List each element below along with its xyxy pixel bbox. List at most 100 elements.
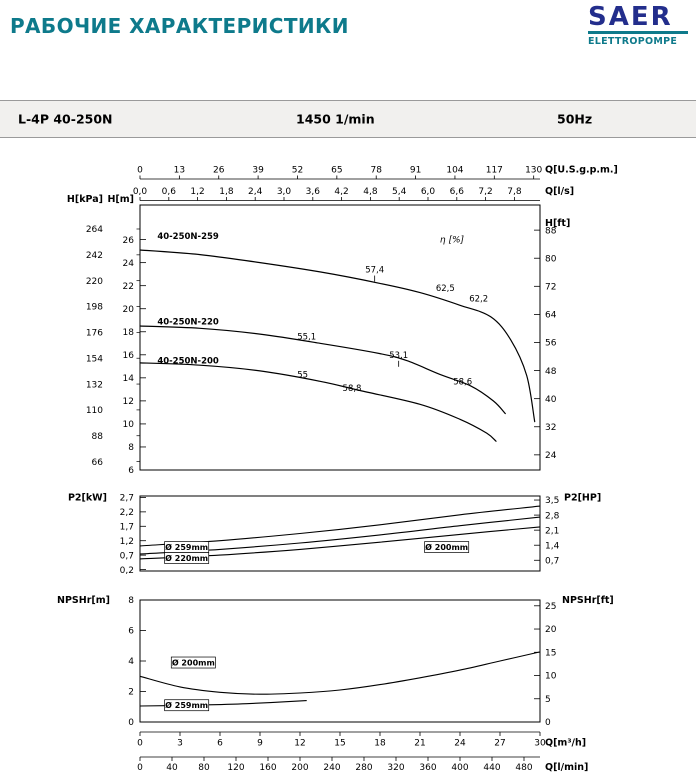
tick-label: 0,7 — [120, 551, 134, 561]
curve — [139, 516, 541, 555]
diameter-label: Ø 200mm — [172, 658, 215, 668]
tick-label: 10 — [545, 672, 557, 682]
axis-tick-label: 91 — [410, 166, 421, 176]
speed-label: 1450 1/min — [296, 111, 375, 127]
efficiency-axis-label: η [%] — [440, 236, 465, 246]
tick-label: 6 — [128, 627, 134, 637]
axis-tick-label: 0,6 — [162, 187, 177, 197]
efficiency-value: 53,1 — [389, 351, 408, 361]
tick-label: 72 — [545, 283, 556, 293]
tick-label: 5 — [545, 695, 551, 705]
tick-label: 18 — [374, 739, 386, 749]
efficiency-value: 62,2 — [469, 294, 488, 304]
tick-label: 200 — [291, 763, 308, 773]
axis-tick-label: 39 — [252, 166, 264, 176]
axis-tick-label: 3,0 — [277, 187, 292, 197]
tick-label: 0 — [545, 718, 551, 728]
diameter-label: Ø 259mm — [165, 542, 208, 552]
curve — [139, 362, 497, 442]
axis-tick-label: 78 — [370, 166, 382, 176]
axis-tick-label: 7,2 — [478, 187, 492, 197]
diameter-label-box — [164, 552, 210, 564]
tick-label: 30 — [534, 739, 546, 749]
tick-label: 80 — [198, 763, 210, 773]
tick-label: 40 — [166, 763, 178, 773]
tick-label: 6 — [217, 739, 223, 749]
tick-label: 9 — [257, 739, 263, 749]
tick-label: 14 — [123, 374, 135, 384]
tick-label: 176 — [86, 329, 103, 339]
tick-label: 2,1 — [545, 526, 559, 536]
tick-label: 27 — [494, 739, 505, 749]
tick-label: 1,7 — [120, 522, 134, 532]
tick-label: 480 — [515, 763, 532, 773]
axis-title: H[kPa] — [67, 194, 103, 205]
axis-tick-label: 0 — [137, 166, 143, 176]
tick-label: 66 — [92, 458, 104, 468]
axis-title: H[ft] — [545, 218, 570, 229]
tick-label: 24 — [545, 451, 557, 461]
axis-tick-label: 1,8 — [219, 187, 234, 197]
tick-label: 110 — [86, 406, 103, 416]
tick-label: 154 — [86, 354, 103, 364]
tick-label: 22 — [123, 282, 134, 292]
tick-label: 26 — [123, 236, 135, 246]
diameter-label-box — [164, 699, 210, 712]
curve-label: 40-250N-220 — [157, 317, 219, 327]
tick-label: 48 — [545, 367, 557, 377]
efficiency-value: 58,8 — [343, 384, 362, 394]
tick-label: 1,2 — [120, 537, 134, 547]
axis-tick-label: 65 — [331, 166, 342, 176]
tick-label: 0,7 — [545, 556, 559, 566]
tick-label: 24 — [454, 739, 466, 749]
curve — [139, 651, 541, 695]
tick-label: 242 — [86, 251, 103, 261]
plot-box-head — [139, 204, 541, 471]
tick-label: 198 — [86, 303, 103, 313]
tick-label: 20 — [123, 305, 135, 315]
tick-label: 24 — [123, 259, 135, 269]
tick-label: 320 — [387, 763, 404, 773]
tick-label: 20 — [545, 625, 557, 635]
axis-tick-label: 5,4 — [392, 187, 407, 197]
tick-label: 88 — [92, 432, 104, 442]
tick-label: 1,4 — [545, 541, 560, 551]
efficiency-value: 55 — [297, 370, 308, 380]
tick-label: 8 — [128, 596, 134, 606]
tick-label: 16 — [123, 351, 135, 361]
tick-label: 40 — [545, 395, 557, 405]
axis-tick-label: 4,8 — [363, 187, 378, 197]
tick-label: 8 — [128, 443, 134, 453]
diameter-label: Ø 200mm — [425, 542, 468, 552]
page-title: РАБОЧИЕ ХАРАКТЕРИСТИКИ — [10, 14, 349, 38]
tick-label: 400 — [451, 763, 468, 773]
axis-tick-label: 2,4 — [248, 187, 263, 197]
tick-label: 15 — [334, 739, 345, 749]
curve — [139, 249, 536, 423]
axis-title: Q[m³/h] — [545, 738, 586, 749]
axis-tick-label: 6,6 — [450, 187, 465, 197]
diameter-label-box — [170, 656, 216, 669]
model-label: L-4P 40-250N — [18, 111, 113, 127]
tick-label: 18 — [123, 328, 135, 338]
axis-tick-label: 1,2 — [190, 187, 204, 197]
axis-title: Q[l/min] — [545, 762, 588, 773]
tick-label: 280 — [355, 763, 372, 773]
tick-label: 10 — [123, 420, 135, 430]
axis-tick-label: 6,0 — [421, 187, 436, 197]
axis-title: H[m] — [107, 194, 134, 205]
curve — [139, 325, 506, 415]
tick-label: 264 — [86, 225, 103, 235]
tick-label: 0 — [128, 718, 134, 728]
tick-label: 12 — [123, 397, 134, 407]
tick-label: 0 — [137, 763, 143, 773]
tick-label: 2,7 — [120, 494, 134, 504]
tick-label: 25 — [545, 602, 556, 612]
model-bar: L-4P 40-250N 1450 1/min 50Hz — [0, 100, 696, 138]
tick-label: 2,8 — [545, 511, 560, 521]
axis-title: P2[HP] — [564, 493, 601, 504]
tick-label: 64 — [545, 311, 557, 321]
diameter-label-box — [424, 541, 470, 553]
